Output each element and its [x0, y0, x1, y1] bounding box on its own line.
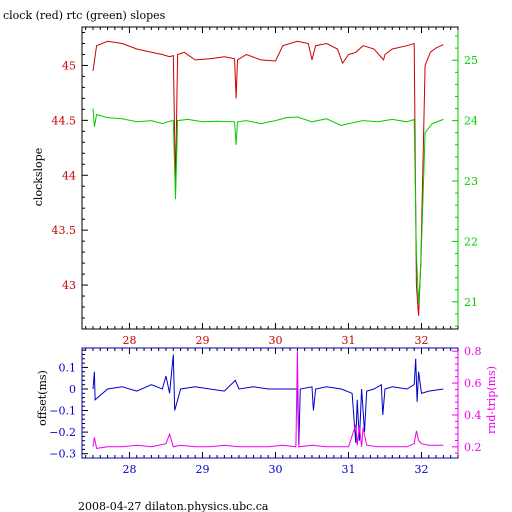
upper-series-line-1 [92, 108, 444, 305]
upper-x-tick-label: 31 [341, 334, 355, 347]
lower-x-tick-label: 31 [341, 463, 355, 476]
lower-x-tick-label: 28 [122, 463, 136, 476]
lower-left-y-tick-label: −0.2 [49, 426, 76, 439]
lower-right-axis-label: rnd-trip(ms) [485, 366, 498, 434]
upper-left-y-tick-label: 43 [62, 279, 76, 292]
upper-right-y-tick-label: 23 [464, 175, 478, 188]
upper-right-y-tick-label: 21 [464, 296, 478, 309]
upper-x-tick-label: 28 [122, 334, 136, 347]
lower-plot-frame [81, 347, 459, 459]
upper-x-tick-label: 30 [268, 334, 282, 347]
upper-right-y-tick-label: 22 [464, 235, 478, 248]
lower-series-line-1 [92, 351, 444, 449]
lower-x-tick-label: 32 [414, 463, 428, 476]
lower-left-axis-label: offset(ms) [36, 370, 49, 426]
upper-right-y-tick-label: 24 [464, 115, 478, 128]
upper-chart-title: clock (red) rtc (green) slopes [3, 9, 166, 22]
lower-x-tick-label: 29 [195, 463, 209, 476]
upper-left-axis-label: clockslope [32, 148, 45, 206]
upper-right-y-tick-label: 25 [464, 54, 478, 67]
upper-left-y-tick-label: 45 [62, 59, 76, 72]
upper-left-y-tick-label: 44.5 [52, 114, 77, 127]
upper-x-tick-label: 29 [195, 334, 209, 347]
lower-right-y-tick-label: 0.4 [464, 409, 482, 422]
lower-series-line-0 [92, 354, 444, 446]
footer-caption: 2008-04-27 dilaton.physics.ubc.ca [78, 500, 269, 512]
lower-right-y-tick-label: 0.6 [464, 377, 482, 390]
lower-x-tick-label: 30 [268, 463, 282, 476]
lower-left-y-tick-label: 0.1 [59, 361, 77, 374]
upper-series-line-0 [92, 40, 444, 316]
lower-right-y-tick-label: 0.8 [464, 345, 482, 358]
upper-left-y-tick-label: 43.5 [52, 224, 77, 237]
lower-right-y-tick-label: 0.2 [464, 441, 482, 454]
upper-plot-frame [81, 26, 459, 330]
lower-left-y-tick-label: 0 [69, 383, 76, 396]
lower-left-y-tick-label: −0.1 [49, 405, 76, 418]
upper-x-tick-label: 32 [414, 334, 428, 347]
upper-left-y-tick-label: 44 [62, 169, 76, 182]
lower-left-y-tick-label: −0.3 [49, 448, 76, 461]
